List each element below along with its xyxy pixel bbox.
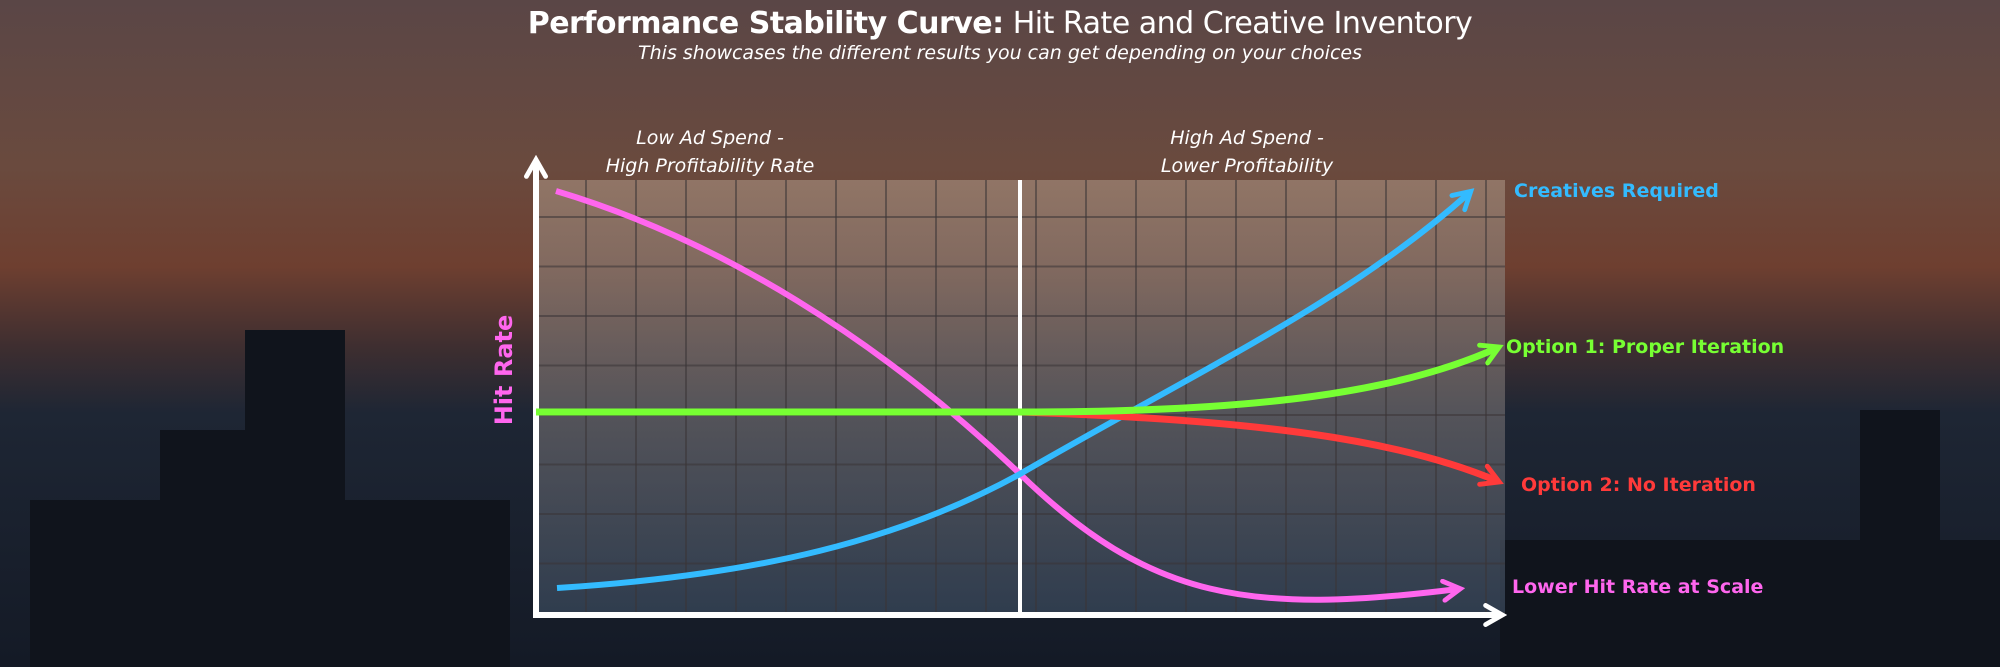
section-label-left: Low Ad Spend - High Profitability Rate [510,124,910,180]
section-label-right: High Ad Spend - Lower Profitability [1047,124,1447,180]
building-silhouette [30,500,510,667]
label-creatives-required: Creatives Required [1514,180,1719,202]
subtitle: This showcases the different results you… [638,42,1362,64]
section-right-line2: Lower Profitability [1160,155,1334,177]
section-left-line2: High Profitability Rate [605,155,815,177]
section-right-line1: High Ad Spend - [1170,127,1324,149]
y-axis-label: Hit Rate [490,314,518,426]
building-silhouette [1500,540,2000,667]
curve-option-1 [536,342,1504,416]
curve-creatives-required [556,188,1475,591]
title-bold: Performance Stability Curve: [527,6,1004,41]
label-option-1: Option 1: Proper Iteration [1506,336,1785,358]
section-left-line1: Low Ad Spend - [636,127,784,149]
title-rest: Hit Rate and Creative Inventory [1012,6,1473,41]
label-lower-hit-rate: Lower Hit Rate at Scale [1512,576,1764,598]
label-option-2: Option 2: No Iteration [1521,474,1756,496]
page-title: Performance Stability Curve: Hit Rate an… [0,6,2000,41]
curve-option-2 [1019,408,1504,487]
